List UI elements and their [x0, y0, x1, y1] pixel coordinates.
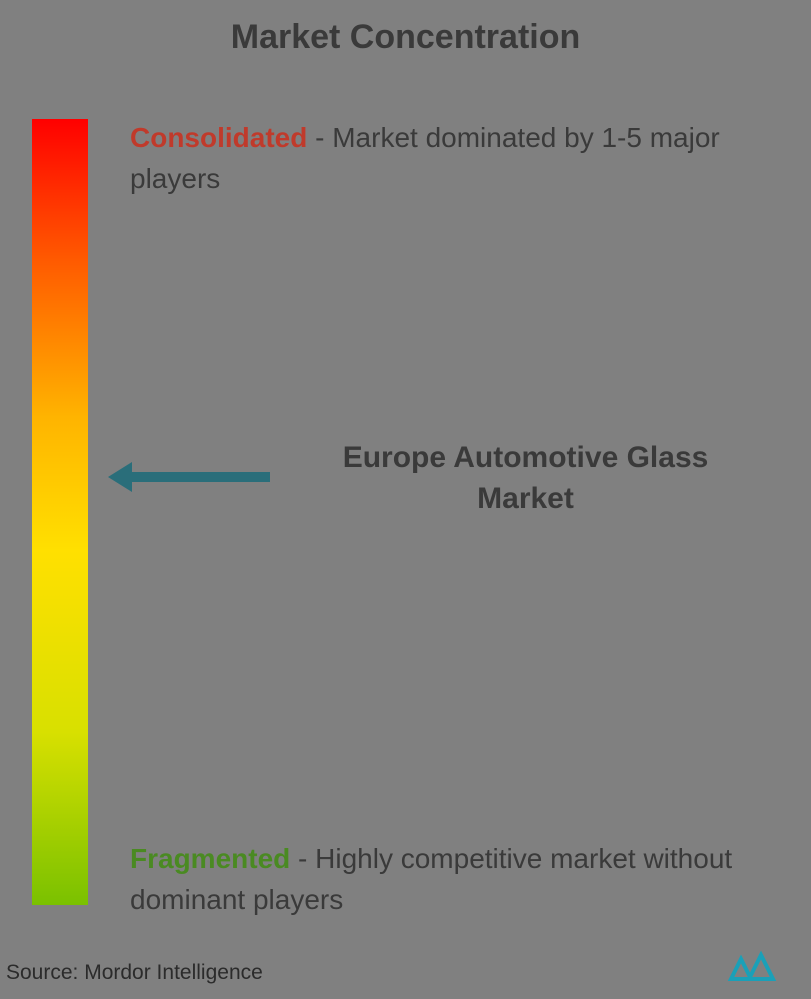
chart-title-text: Market Concentration [231, 18, 581, 56]
source-text: Source: Mordor Intelligence [6, 961, 263, 984]
source-attribution: Source: Mordor Intelligence [6, 961, 263, 985]
logo-path-2 [749, 955, 773, 979]
chart-title: Market Concentration [0, 18, 811, 57]
fragmented-keyword: Fragmented [130, 843, 290, 874]
fragmented-label: Fragmented - Highly competitive market w… [130, 839, 771, 920]
arrow-head [108, 462, 132, 492]
arrow-shaft [128, 472, 270, 482]
market-name-text: Europe Automotive Glass Market [343, 441, 709, 515]
market-name: Europe Automotive Glass Market [300, 438, 751, 519]
brand-logo-icon [727, 945, 783, 987]
consolidated-label: Consolidated - Market dominated by 1-5 m… [130, 118, 771, 199]
concentration-gradient-bar [32, 119, 88, 905]
position-arrow [108, 462, 270, 492]
consolidated-keyword: Consolidated [130, 122, 307, 153]
logo-path-1 [731, 959, 751, 979]
